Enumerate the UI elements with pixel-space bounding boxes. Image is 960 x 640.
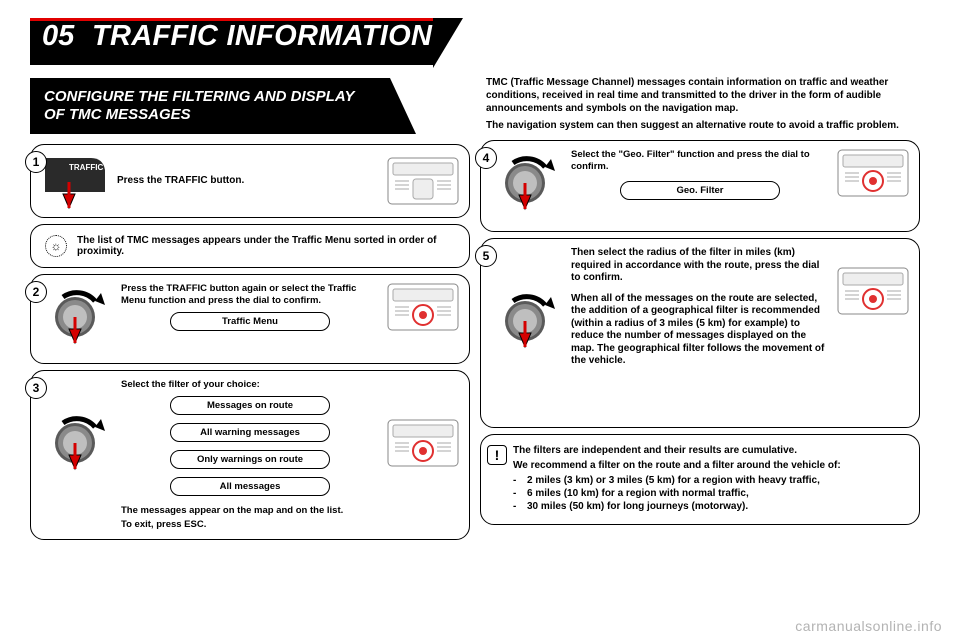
console-icon [837, 267, 909, 315]
step-4-text: Select the "Geo. Filter" function and pr… [571, 149, 829, 173]
step-2: 2 Press the TRAFFIC button again or sele… [30, 274, 470, 364]
warning-line2: We recommend a filter on the route and a… [513, 460, 907, 471]
warning-item: 2 miles (3 km) or 3 miles (5 km) for a r… [513, 475, 907, 486]
traffic-button-icon [41, 153, 109, 209]
note-tmc-list: ☼ The list of TMC messages appears under… [30, 224, 470, 268]
step-3-after1: The messages appear on the map and on th… [121, 505, 379, 517]
pill-geo-filter: Geo. Filter [620, 181, 780, 200]
step-5-p2: When all of the messages on the route ar… [571, 293, 829, 368]
intro-text: TMC (Traffic Message Channel) messages c… [480, 72, 920, 140]
step-2-text: Press the TRAFFIC button again or select… [121, 283, 379, 307]
console-icon [387, 283, 459, 331]
right-column: TMC (Traffic Message Channel) messages c… [480, 72, 920, 612]
step-1-text: Press the TRAFFIC button. [117, 175, 379, 188]
step-4: 4 Select the "Geo. Filter" function and … [480, 140, 920, 232]
warning-item: 6 miles (10 km) for a region with normal… [513, 488, 907, 499]
watermark: carmanualsonline.info [795, 618, 942, 634]
section-title: TRAFFIC INFORMATION [92, 20, 432, 53]
step-5-p1: Then select the radius of the filter in … [571, 247, 829, 285]
step-3-label: Select the filter of your choice: [121, 379, 379, 391]
dial-turn-icon [41, 283, 113, 347]
dial-turn-icon [491, 149, 563, 213]
console-icon [387, 157, 459, 205]
pill-option: All messages [170, 477, 330, 496]
step-number: 2 [25, 281, 47, 303]
lightbulb-icon: ☼ [45, 235, 67, 257]
intro-p1: TMC (Traffic Message Channel) messages c… [486, 76, 914, 115]
pill-option: Only warnings on route [170, 450, 330, 469]
step-number: 5 [475, 245, 497, 267]
step-3-after2: To exit, press ESC. [121, 519, 379, 531]
pill-option: All warning messages [170, 423, 330, 442]
step-5: 5 Then select the radius of the filter i… [480, 238, 920, 428]
step-3: 3 Select the filter of your choice: Mess… [30, 370, 470, 540]
warning-item: 30 miles (50 km) for long journeys (moto… [513, 501, 907, 512]
console-icon [837, 149, 909, 197]
dial-turn-icon [41, 379, 113, 473]
warning-line1: The filters are independent and their re… [513, 445, 907, 456]
step-number: 4 [475, 147, 497, 169]
section-number: 05 [42, 20, 74, 53]
note-text: The list of TMC messages appears under t… [77, 235, 455, 257]
section-header: 05 TRAFFIC INFORMATION [30, 18, 930, 68]
step-number: 3 [25, 377, 47, 399]
pill-option: Messages on route [170, 396, 330, 415]
step-number: 1 [25, 151, 47, 173]
warning-box: ! The filters are independent and their … [480, 434, 920, 525]
step-1: 1 Press the TRAFFIC button. [30, 144, 470, 218]
intro-p2: The navigation system can then suggest a… [486, 119, 914, 132]
dial-turn-icon [491, 247, 563, 351]
exclamation-icon: ! [487, 445, 507, 465]
left-column: CONFIGURE THE FILTERING AND DISPLAY OF T… [30, 72, 470, 612]
console-icon [387, 419, 459, 467]
pill-traffic-menu: Traffic Menu [170, 312, 330, 331]
subtitle: CONFIGURE THE FILTERING AND DISPLAY OF T… [30, 78, 390, 134]
warning-list: 2 miles (3 km) or 3 miles (5 km) for a r… [513, 475, 907, 512]
